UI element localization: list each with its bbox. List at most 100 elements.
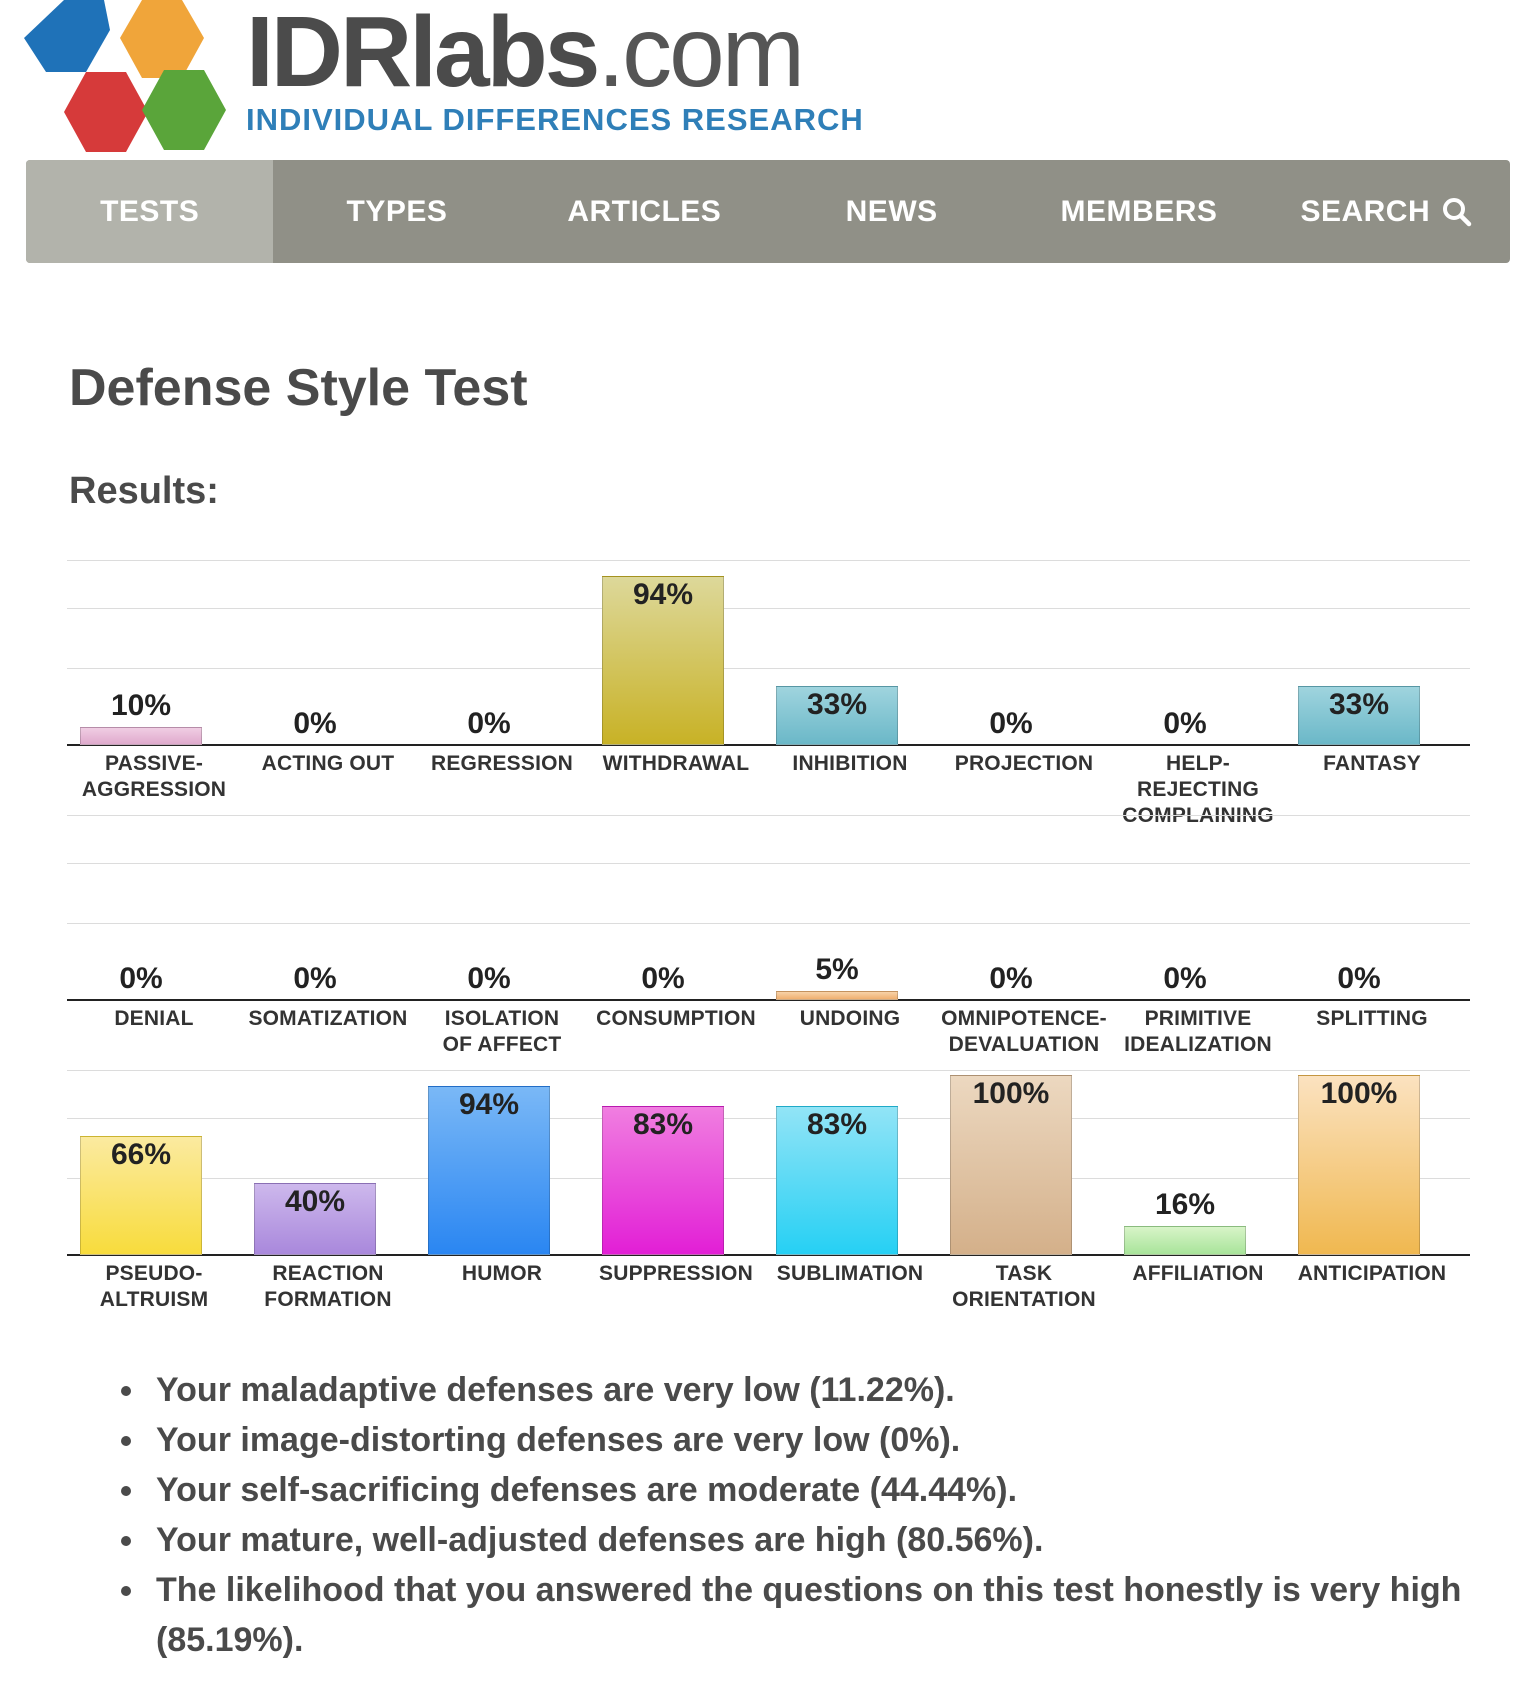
bar-value-label: 94% <box>632 578 694 611</box>
bar-value-label: 83% <box>806 1108 868 1141</box>
chart-row: 0% DENIAL 0% SOMATIZATION 0% ISOLATION OF AFF… <box>67 815 1470 1070</box>
category-label: AFFILIATION <box>1132 1262 1264 1285</box>
bar-group: 0% <box>1124 560 1298 745</box>
bar-group: 0% <box>80 815 254 1000</box>
bar-group: 0% <box>254 815 428 1000</box>
bar-value-label: 33% <box>806 688 868 721</box>
bar-group: 0% <box>254 560 428 745</box>
bar-value-label: 100% <box>1320 1077 1398 1110</box>
bar-group: 94% <box>602 560 776 745</box>
bar-value-label: 0% <box>989 707 1033 740</box>
grid-line <box>67 1178 1470 1179</box>
bar-value-label: 0% <box>119 962 163 995</box>
logo-tagline: INDIVIDUAL DIFFERENCES RESEARCH <box>246 102 864 137</box>
chart-baseline <box>67 1254 1470 1256</box>
logo-wordmark: IDRlabs.com <box>246 0 805 108</box>
grid-line <box>67 863 1470 864</box>
bar-group: 0% <box>428 560 602 745</box>
grid-line <box>67 608 1470 609</box>
bar-group: 83% <box>602 1070 776 1255</box>
main-nav: TESTS TYPES ARTICLES NEWS MEMBERS SEARCH <box>26 160 1510 263</box>
category-label: REGRESSION <box>430 752 574 775</box>
bar <box>428 1086 550 1255</box>
grid-line <box>67 815 1470 816</box>
category-label: SPLITTING <box>1316 1007 1428 1030</box>
nav-news[interactable]: NEWS <box>768 160 1015 263</box>
bar <box>1124 1226 1246 1255</box>
category-label: OMNIPOTENCE- DEVALUATION <box>941 1007 1107 1056</box>
chart-baseline <box>67 744 1470 746</box>
nav-members-label: MEMBERS <box>1060 194 1218 228</box>
category-label: PROJECTION <box>954 752 1094 775</box>
category-label: SUPPRESSION <box>599 1262 753 1285</box>
category-label: REACTION FORMATION <box>264 1262 392 1311</box>
bar-value-label: 100% <box>972 1077 1050 1110</box>
bar <box>1298 686 1420 745</box>
bar-value-label: 33% <box>1328 688 1390 721</box>
page-title: Defense Style Test <box>69 359 528 417</box>
summary-item: Your self-sacrificing defenses are moder… <box>148 1465 1478 1515</box>
nav-tests-label: TESTS <box>100 194 200 228</box>
grid-line <box>67 668 1470 669</box>
bar <box>602 1106 724 1255</box>
bar <box>80 1136 202 1255</box>
bar-value-label: 10% <box>110 689 172 722</box>
category-label: PRIMITIVE IDEALIZATION <box>1124 1007 1272 1056</box>
bar-group: 16% <box>1124 1070 1298 1255</box>
chart-row: 10% PASSIVE- AGGRESSION 0% ACTING OUT 0% REGR… <box>67 560 1470 827</box>
bar-group: 100% <box>950 1070 1124 1255</box>
bar <box>950 1075 1072 1255</box>
summary-item: The likelihood that you answered the que… <box>148 1565 1478 1665</box>
nav-articles-label: ARTICLES <box>567 194 722 228</box>
bar-group: 0% <box>950 560 1124 745</box>
bar-value-label: 0% <box>467 962 511 995</box>
bar-value-label: 0% <box>293 707 337 740</box>
category-label: PSEUDO- ALTRUISM <box>99 1262 209 1311</box>
bar-group: 0% <box>428 815 602 1000</box>
chart-row: 66% PSEUDO- ALTRUISM 40% REACTION FORMATION… <box>67 1070 1470 1325</box>
bar-group: 83% <box>776 1070 950 1255</box>
grid-line <box>67 923 1470 924</box>
bar-group: 0% <box>950 815 1124 1000</box>
bar-group: 66% <box>80 1070 254 1255</box>
bar-value-label: 16% <box>1154 1188 1216 1221</box>
category-label: FANTASY <box>1323 752 1421 775</box>
category-label: SUBLIMATION <box>776 1262 924 1285</box>
bar-value-label: 66% <box>110 1138 172 1171</box>
bar-value-label: 83% <box>632 1108 694 1141</box>
bar-group: 0% <box>602 815 776 1000</box>
summary-item: Your maladaptive defenses are very low (… <box>148 1365 1478 1415</box>
bar-value-label: 94% <box>458 1088 520 1121</box>
bar-group: 10% <box>80 560 254 745</box>
bar-value-label: 0% <box>1163 707 1207 740</box>
bar-group: 0% <box>1298 815 1472 1000</box>
bar-group: 40% <box>254 1070 428 1255</box>
nav-types-label: TYPES <box>346 194 448 228</box>
results-bar-chart: 10% PASSIVE- AGGRESSION 0% ACTING OUT 0% REGR… <box>67 560 1470 1325</box>
category-label: DENIAL <box>114 1007 194 1030</box>
bar <box>1298 1075 1420 1255</box>
category-label: INHIBITION <box>792 752 908 775</box>
grid-line <box>67 560 1470 561</box>
site-logo[interactable]: IDRlabs.com INDIVIDUAL DIFFERENCES RESEA… <box>24 0 863 152</box>
grid-line <box>67 1118 1470 1119</box>
bar-group: 94% <box>428 1070 602 1255</box>
bar-group: 5% <box>776 815 950 1000</box>
nav-types[interactable]: TYPES <box>273 160 520 263</box>
bar-value-label: 0% <box>989 962 1033 995</box>
category-label: ACTING OUT <box>261 752 395 775</box>
category-label: TASK ORIENTATION <box>952 1262 1096 1311</box>
nav-articles[interactable]: ARTICLES <box>521 160 768 263</box>
nav-members[interactable]: MEMBERS <box>1015 160 1262 263</box>
bar-value-label: 0% <box>641 962 685 995</box>
summary-item: Your image-distorting defenses are very … <box>148 1415 1478 1465</box>
nav-search[interactable]: SEARCH <box>1263 160 1510 263</box>
bar-group: 33% <box>776 560 950 745</box>
nav-tests[interactable]: TESTS <box>26 160 274 263</box>
category-label: ANTICIPATION <box>1297 1262 1447 1285</box>
bar-value-label: 0% <box>1337 962 1381 995</box>
bar <box>602 576 724 745</box>
bar <box>776 1106 898 1255</box>
bar-value-label: 5% <box>815 953 859 986</box>
category-label: ISOLATION OF AFFECT <box>442 1007 562 1056</box>
